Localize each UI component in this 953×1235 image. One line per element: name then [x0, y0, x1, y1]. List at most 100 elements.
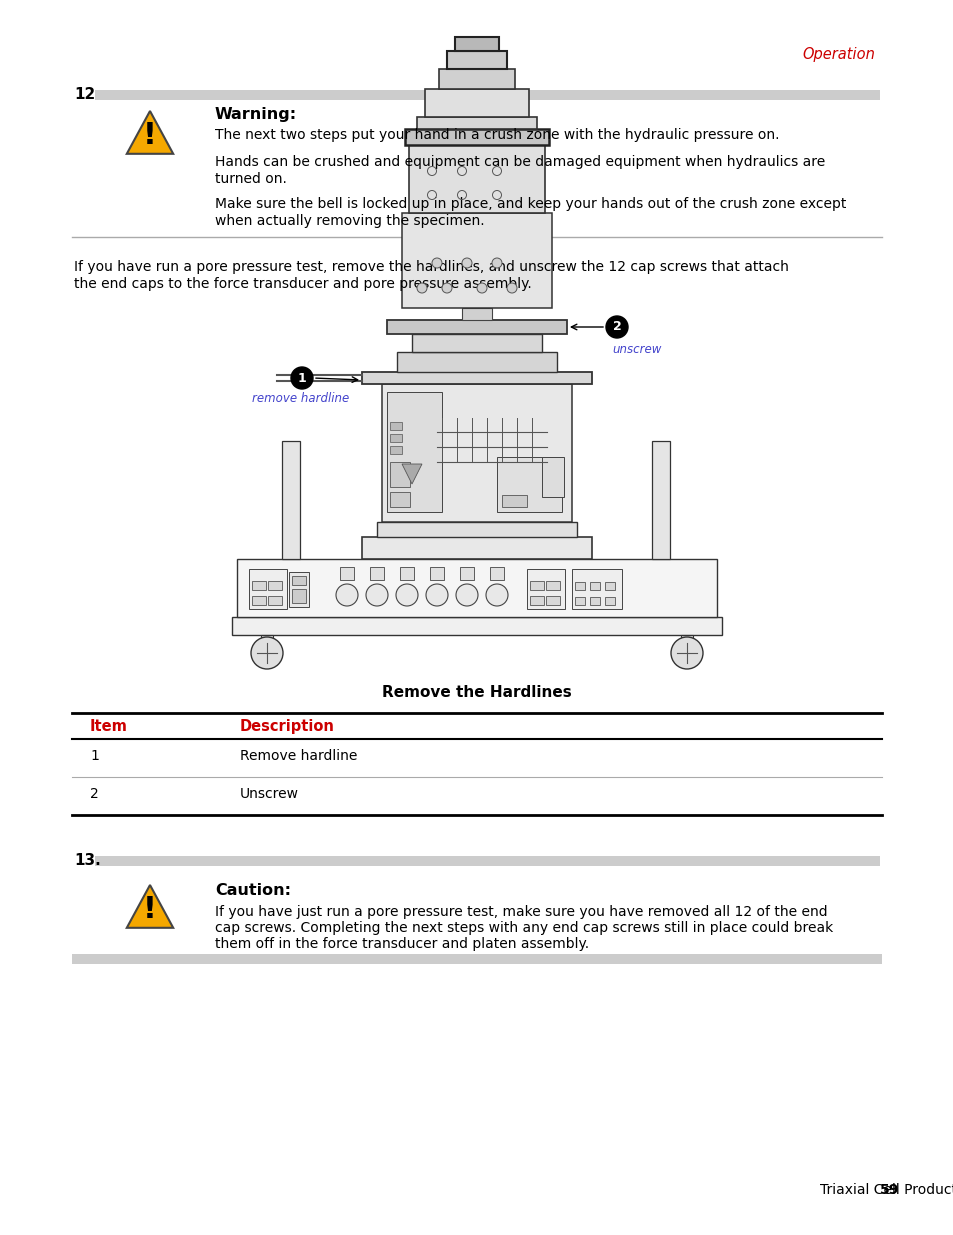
Bar: [289, 572, 309, 606]
Circle shape: [461, 258, 472, 268]
Bar: [545, 580, 559, 590]
Bar: [390, 446, 401, 454]
Text: 2: 2: [90, 787, 99, 802]
Bar: [530, 580, 543, 590]
Text: !: !: [143, 894, 157, 924]
Bar: [282, 441, 299, 559]
Text: Remove the Hardlines: Remove the Hardlines: [382, 685, 571, 700]
Text: 1: 1: [297, 372, 306, 384]
Polygon shape: [127, 111, 173, 154]
Bar: [399, 567, 414, 580]
Bar: [252, 580, 266, 590]
Text: !: !: [143, 121, 157, 149]
Circle shape: [426, 584, 448, 606]
Bar: [387, 320, 566, 333]
Text: Unscrew: Unscrew: [240, 787, 298, 802]
Polygon shape: [127, 885, 173, 927]
Bar: [575, 597, 584, 605]
Circle shape: [670, 637, 702, 669]
Bar: [526, 569, 564, 609]
Bar: [572, 569, 621, 609]
Circle shape: [456, 584, 477, 606]
Circle shape: [251, 637, 283, 669]
Bar: [501, 495, 526, 508]
Bar: [339, 567, 354, 580]
Text: 1: 1: [90, 748, 99, 763]
Bar: [268, 580, 282, 590]
Bar: [261, 635, 273, 643]
Bar: [405, 128, 548, 144]
Circle shape: [506, 283, 517, 293]
Bar: [430, 567, 443, 580]
Circle shape: [335, 584, 357, 606]
Bar: [370, 567, 384, 580]
Bar: [361, 372, 592, 384]
Circle shape: [605, 316, 627, 338]
Bar: [390, 462, 410, 487]
Text: the end caps to the force transducer and pore pressure assembly.: the end caps to the force transducer and…: [74, 277, 531, 291]
Circle shape: [395, 584, 417, 606]
Bar: [438, 69, 515, 89]
Text: 2: 2: [612, 321, 620, 333]
Bar: [292, 589, 306, 603]
Bar: [604, 582, 615, 590]
Circle shape: [432, 258, 441, 268]
Bar: [376, 522, 577, 537]
Bar: [236, 559, 717, 618]
Text: Caution:: Caution:: [214, 883, 291, 898]
Bar: [424, 89, 529, 117]
Bar: [651, 441, 669, 559]
Bar: [575, 582, 584, 590]
Text: when actually removing the specimen.: when actually removing the specimen.: [214, 214, 484, 228]
Bar: [409, 144, 544, 212]
Text: remove hardline: remove hardline: [252, 391, 349, 405]
Text: Triaxial Cell Product Information |: Triaxial Cell Product Information |: [820, 1182, 953, 1197]
Text: 12: 12: [74, 86, 95, 103]
Bar: [387, 391, 441, 513]
Text: If you have just run a pore pressure test, make sure you have removed all 12 of : If you have just run a pore pressure tes…: [214, 905, 827, 919]
Text: Warning:: Warning:: [214, 107, 296, 122]
Bar: [401, 212, 552, 308]
Bar: [589, 597, 599, 605]
Bar: [268, 597, 282, 605]
Text: Description: Description: [240, 719, 335, 734]
Text: 59: 59: [879, 1183, 899, 1197]
Text: Operation: Operation: [801, 47, 874, 62]
Text: them off in the force transducer and platen assembly.: them off in the force transducer and pla…: [214, 937, 589, 951]
Bar: [604, 597, 615, 605]
Bar: [71, 953, 882, 965]
Text: cap screws. Completing the next steps with any end cap screws still in place cou: cap screws. Completing the next steps wi…: [214, 921, 832, 935]
Circle shape: [291, 367, 313, 389]
Text: 13.: 13.: [74, 853, 101, 868]
Bar: [416, 117, 537, 128]
Bar: [390, 422, 401, 430]
Text: Make sure the bell is locked up in place, and keep your hands out of the crush z: Make sure the bell is locked up in place…: [214, 198, 845, 211]
Bar: [381, 384, 572, 522]
Bar: [361, 537, 592, 559]
Polygon shape: [401, 464, 421, 484]
Bar: [490, 567, 503, 580]
Bar: [390, 433, 401, 442]
Text: Remove hardline: Remove hardline: [240, 748, 357, 763]
Circle shape: [366, 584, 388, 606]
Text: If you have run a pore pressure test, remove the hardlines, and unscrew the 12 c: If you have run a pore pressure test, re…: [74, 261, 788, 274]
Circle shape: [476, 283, 486, 293]
Bar: [252, 597, 266, 605]
Bar: [545, 597, 559, 605]
Bar: [530, 597, 543, 605]
Bar: [541, 457, 563, 496]
Bar: [680, 635, 692, 643]
Circle shape: [492, 258, 501, 268]
Text: The next two steps put your hand in a crush zone with the hydraulic pressure on.: The next two steps put your hand in a cr…: [214, 128, 779, 142]
Text: turned on.: turned on.: [214, 172, 287, 186]
Bar: [95, 90, 879, 100]
Circle shape: [485, 584, 507, 606]
Bar: [459, 567, 474, 580]
Bar: [396, 352, 557, 372]
Bar: [455, 37, 498, 51]
Bar: [232, 618, 721, 635]
Bar: [589, 582, 599, 590]
Text: Hands can be crushed and equipment can be damaged equipment when hydraulics are: Hands can be crushed and equipment can b…: [214, 156, 824, 169]
Bar: [249, 569, 287, 609]
Bar: [497, 457, 561, 513]
